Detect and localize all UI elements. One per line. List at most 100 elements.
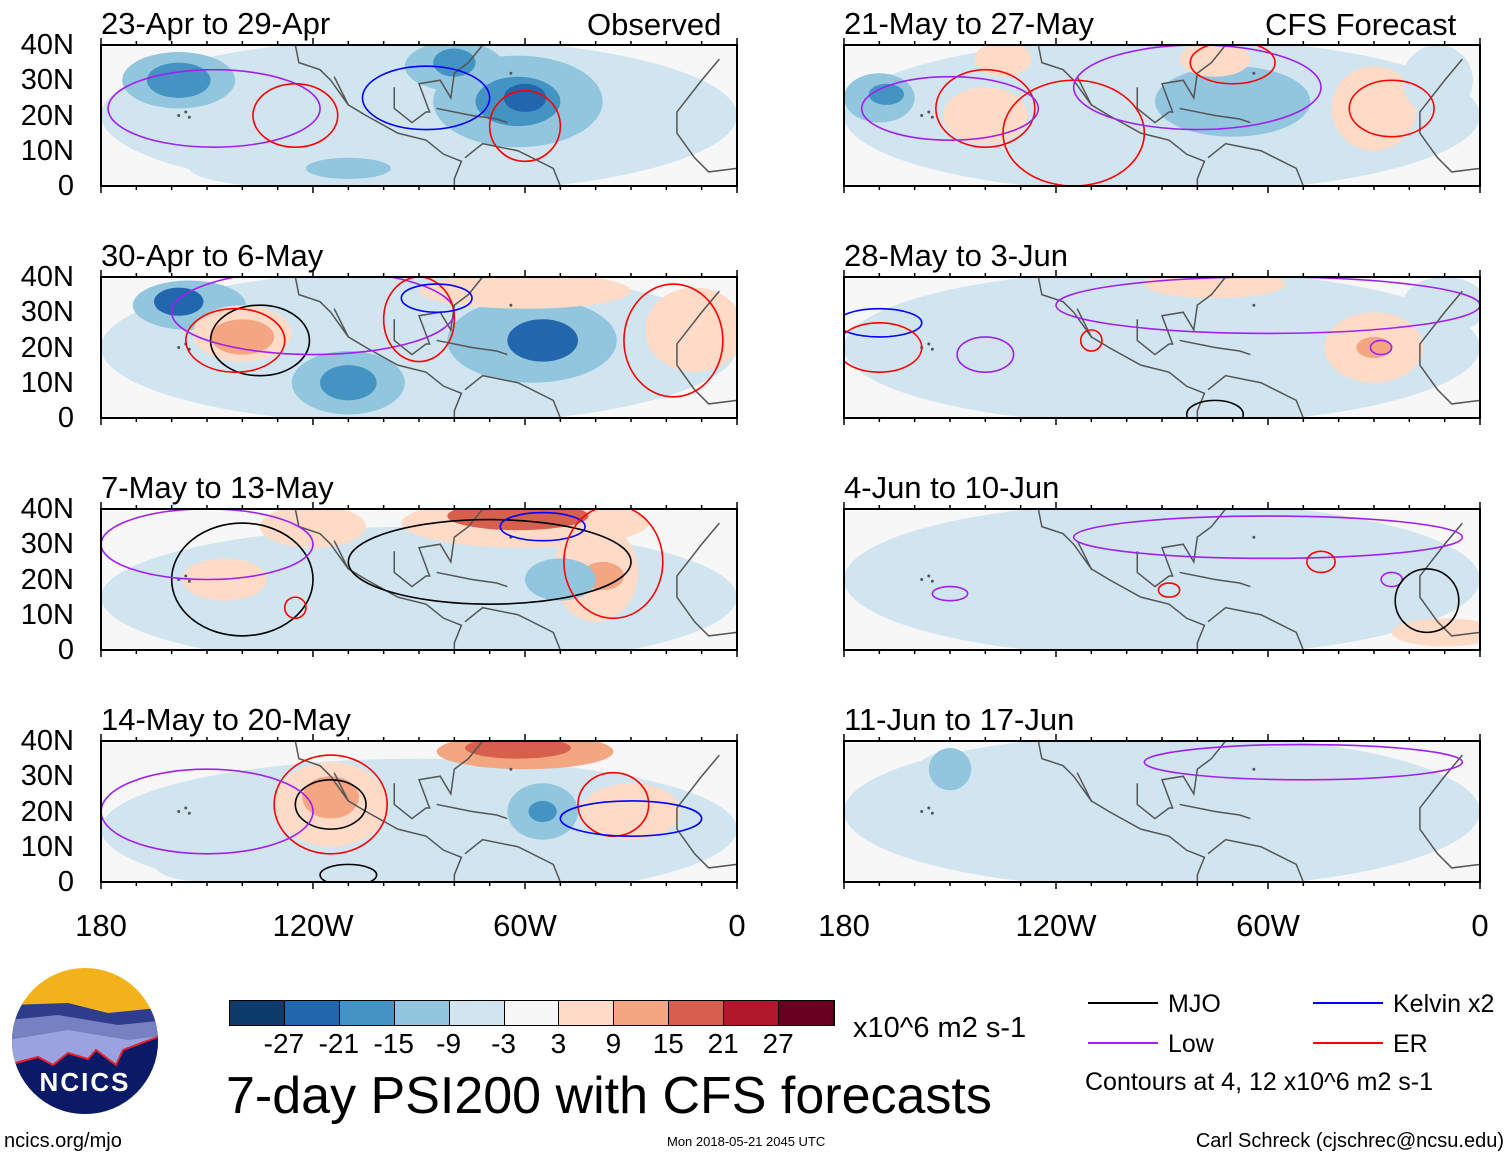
island xyxy=(930,579,934,583)
coastline xyxy=(1136,277,1227,356)
er-contour xyxy=(252,82,339,149)
lon-tick-label: 180 xyxy=(818,908,870,943)
panel-title: 7-May to 13-May xyxy=(101,470,334,505)
lon-tick-label: 60W xyxy=(493,908,557,943)
psi-anomaly-region xyxy=(645,287,737,373)
psi-anomaly-region xyxy=(928,748,972,791)
map-panel xyxy=(100,38,738,193)
psi-anomaly-region xyxy=(525,558,596,601)
lat-tick-label: 40N xyxy=(20,29,74,61)
legend-line xyxy=(1313,1042,1383,1044)
coastline xyxy=(436,339,508,356)
coastline xyxy=(1419,290,1480,405)
psi-anomaly-region xyxy=(1402,277,1480,334)
er-contour xyxy=(563,509,664,620)
colorbar-tick-label: 27 xyxy=(762,1028,794,1059)
coastline xyxy=(393,741,484,820)
island xyxy=(509,767,513,771)
lat-tick-label: 30N xyxy=(20,528,74,561)
island xyxy=(1252,767,1256,771)
low-contour xyxy=(860,75,1040,141)
island xyxy=(920,578,924,581)
lon-tick-label: 60W xyxy=(1236,908,1300,943)
island xyxy=(1252,71,1256,75)
psi-anomaly-region xyxy=(503,83,547,112)
kelvin-contour xyxy=(499,511,586,542)
island xyxy=(930,115,934,119)
er-contour xyxy=(1157,582,1181,598)
low-contour xyxy=(101,768,314,855)
timestamp: Mon 2018-05-21 2045 UTC xyxy=(667,1134,826,1149)
site-url[interactable]: ncics.org/mjo xyxy=(4,1130,122,1152)
island xyxy=(184,806,188,810)
map-panel xyxy=(843,38,1481,193)
psi-anomaly-region xyxy=(433,48,476,77)
author: Carl Schreck (cjschrec@ncsu.edu) xyxy=(1195,1130,1504,1152)
coastline xyxy=(1207,142,1305,186)
colorbar-swatch xyxy=(504,1001,560,1025)
colorbar-units: x10^6 m2 s-1 xyxy=(853,1012,1027,1044)
er-contour xyxy=(382,277,456,363)
coastline xyxy=(1076,540,1093,570)
coastline xyxy=(1076,308,1093,338)
coastline xyxy=(294,509,463,650)
lat-tick-label: 30N xyxy=(20,760,74,793)
psi-anomaly-region xyxy=(154,846,260,882)
coastline xyxy=(294,277,463,418)
colorbar-tick-label: -9 xyxy=(436,1028,462,1059)
lat-tick-label: 0 xyxy=(57,402,74,434)
psi-anomaly-region xyxy=(1154,66,1311,137)
psi-anomaly-region xyxy=(1109,772,1321,837)
island xyxy=(177,346,181,349)
kelvin-contour xyxy=(361,65,491,131)
psi-anomaly-region xyxy=(1331,66,1417,151)
ncics-logo: NCICS xyxy=(12,968,158,1114)
lat-tick-label: 30N xyxy=(20,64,74,97)
psi-anomaly-region xyxy=(320,365,377,401)
island xyxy=(1252,303,1256,307)
map-panel xyxy=(100,502,738,657)
island xyxy=(509,71,513,75)
island xyxy=(177,114,181,117)
island xyxy=(927,110,931,114)
coastline xyxy=(436,803,508,820)
island xyxy=(927,342,931,346)
coastline xyxy=(1136,741,1227,820)
island xyxy=(927,574,931,578)
colorbar-swatch xyxy=(339,1001,395,1025)
colorbar-tick-label: 3 xyxy=(550,1028,567,1059)
lat-tick-label: 30N xyxy=(20,296,74,329)
psi-anomaly-region xyxy=(207,129,278,158)
er-contour xyxy=(935,68,1036,149)
lat-tick-label: 0 xyxy=(57,170,74,202)
er-contour xyxy=(623,283,724,398)
legend-label: Kelvin x2 xyxy=(1393,990,1495,1018)
coastline xyxy=(1076,772,1093,802)
colorbar xyxy=(229,1000,835,1026)
lat-tick-label: 10N xyxy=(20,366,74,399)
island xyxy=(920,810,924,813)
psi-anomaly-region xyxy=(942,87,1028,144)
colorbar-tick-label: 21 xyxy=(707,1028,739,1059)
map-panel xyxy=(843,734,1481,889)
lat-tick-label: 0 xyxy=(57,866,74,898)
coastline xyxy=(333,308,350,338)
psi-anomaly-region xyxy=(1179,45,1251,77)
psi-anomaly-region xyxy=(507,319,578,362)
coastline xyxy=(1037,45,1206,186)
panel-title: 21-May to 27-May xyxy=(844,6,1094,41)
legend-label: Low xyxy=(1168,1030,1214,1058)
mjo-contour xyxy=(319,863,378,882)
lat-tick-label: 20N xyxy=(20,795,74,828)
low-contour xyxy=(1072,515,1464,560)
psi-anomaly-region xyxy=(302,776,359,819)
lon-tick-label: 0 xyxy=(1471,908,1489,943)
panel-title: 4-Jun to 10-Jun xyxy=(844,470,1060,505)
mjo-contour xyxy=(1185,399,1245,418)
map-panel xyxy=(843,270,1481,425)
psi-anomaly-region xyxy=(101,758,737,882)
colorbar-swatch xyxy=(284,1001,340,1025)
island xyxy=(920,114,924,117)
low-contour xyxy=(107,68,321,149)
colorbar-swatch xyxy=(724,1001,780,1025)
